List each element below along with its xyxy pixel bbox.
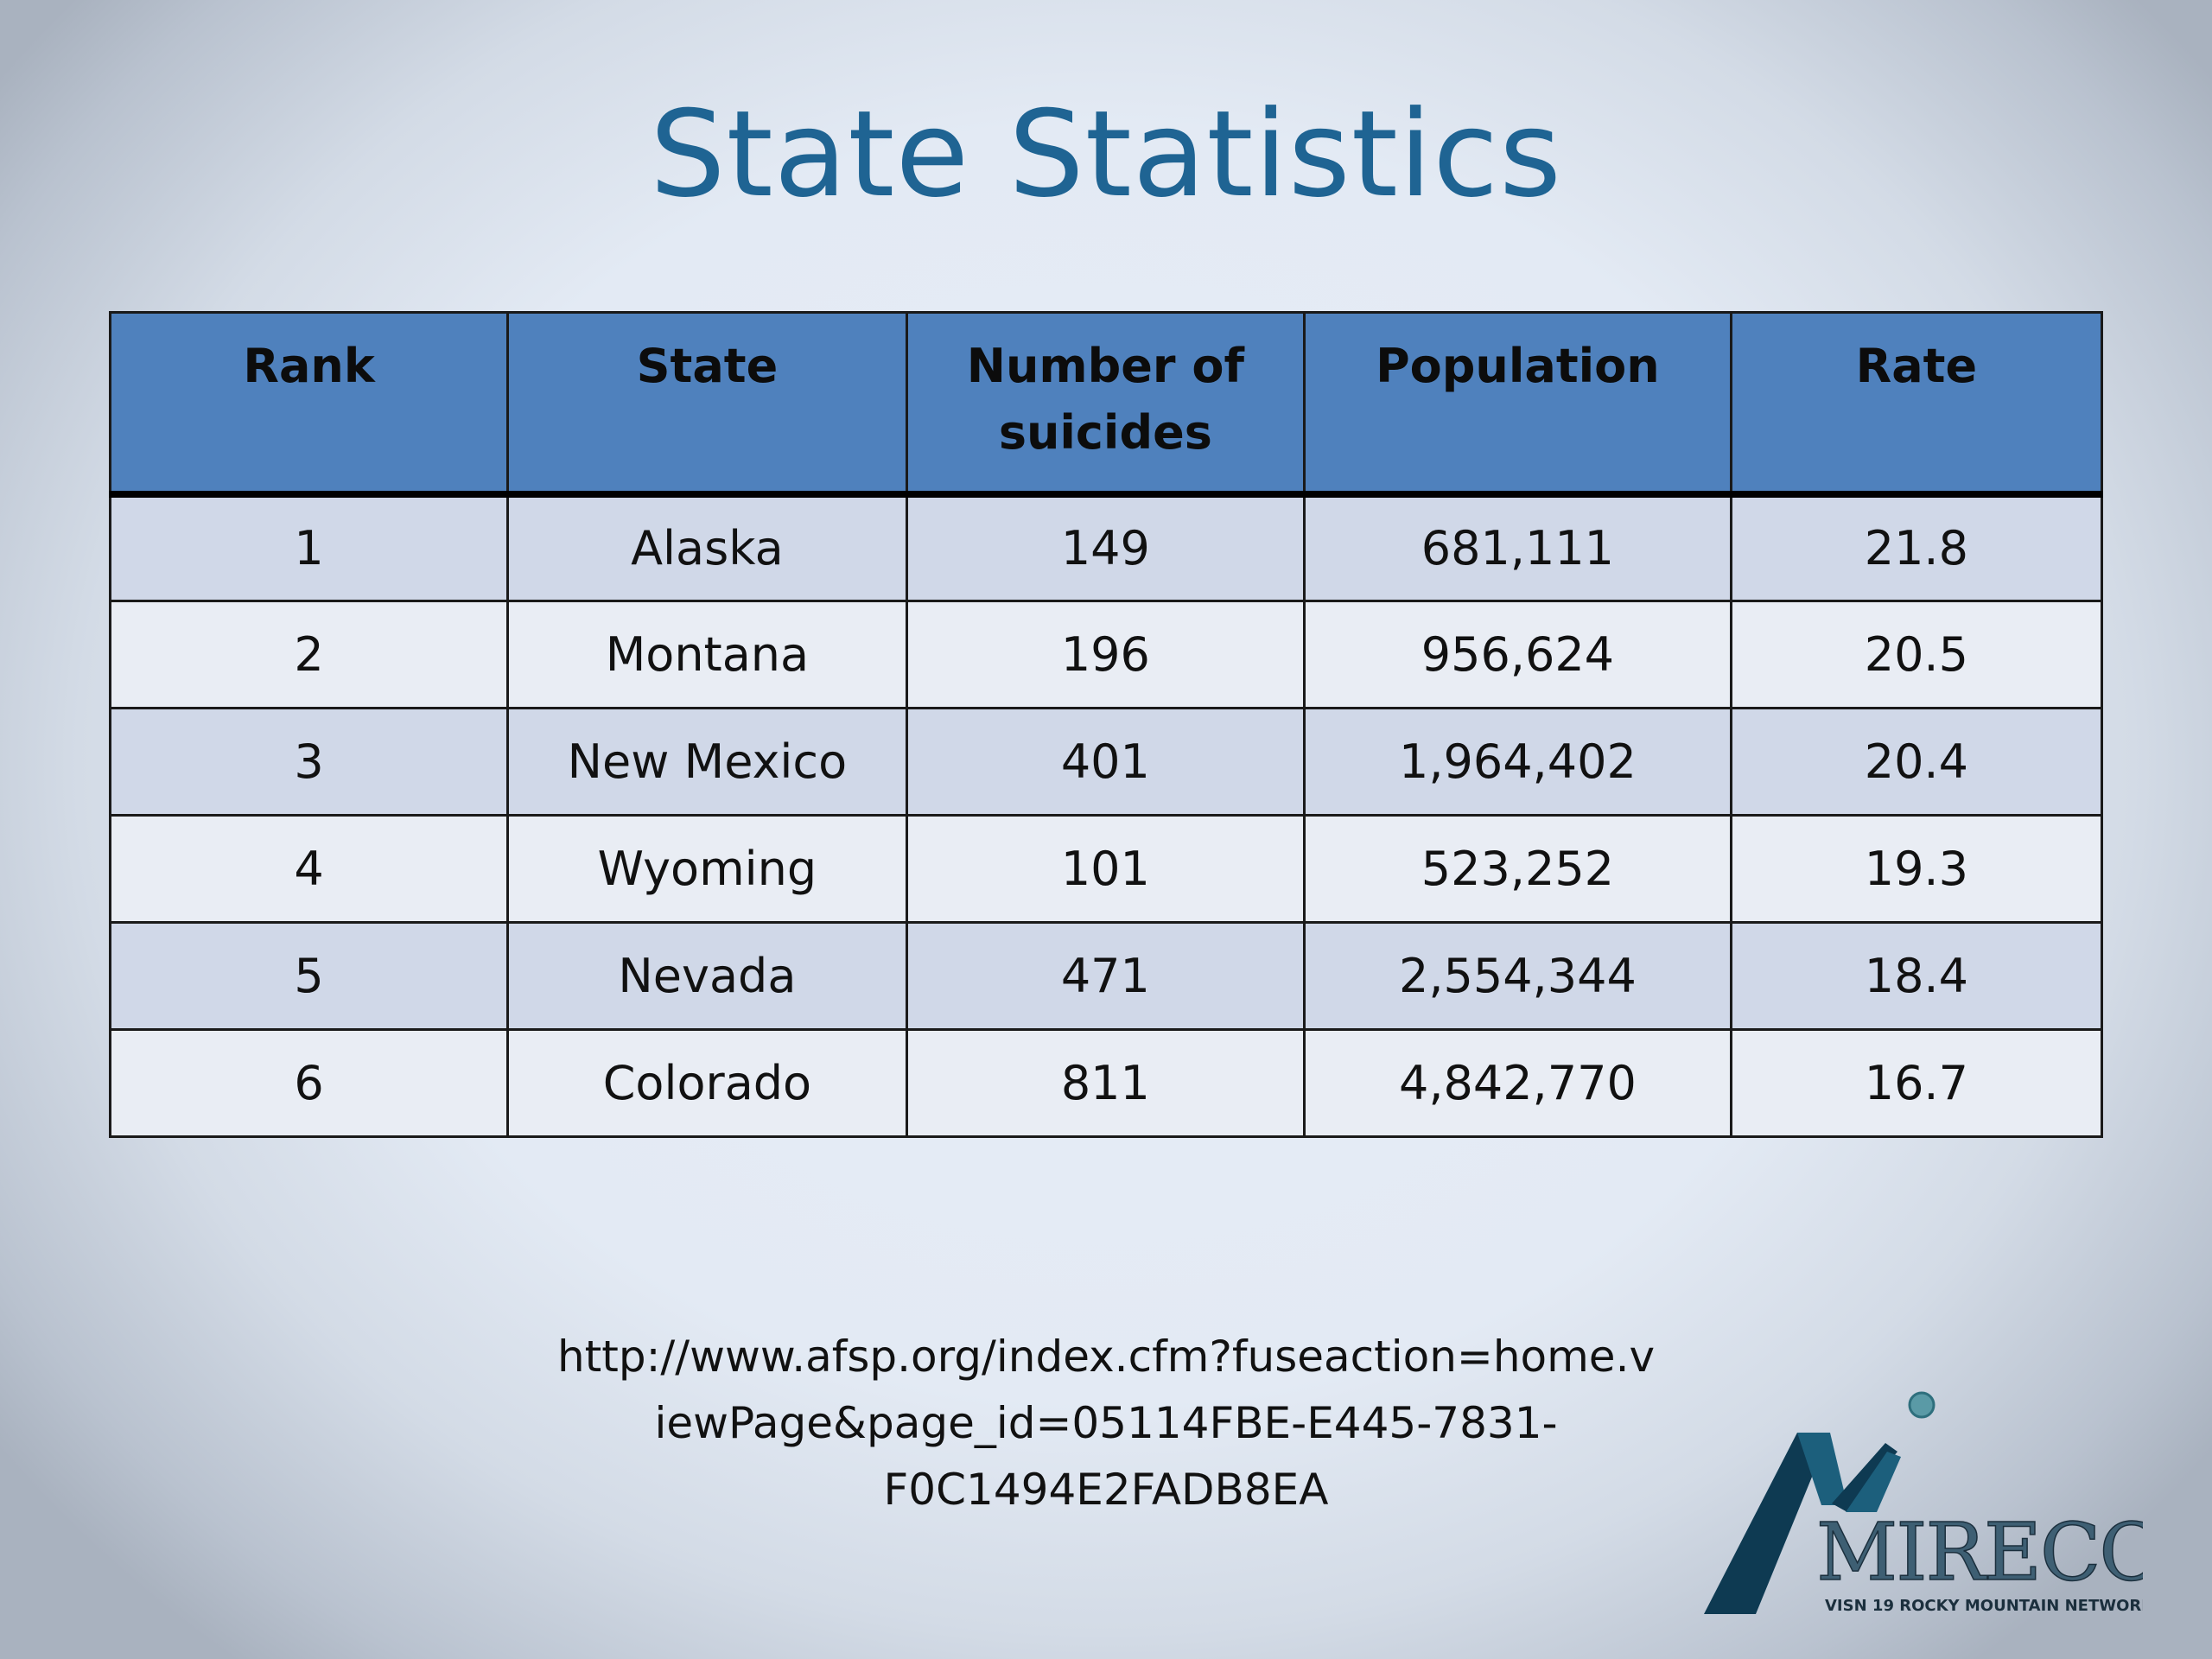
header-population: Population bbox=[1303, 311, 1732, 498]
cell-rank: 4 bbox=[108, 814, 510, 924]
mirecc-logo: MIRECC VISN 19 ROCKY MOUNTAIN NETWORK bbox=[1704, 1391, 2143, 1615]
state-statistics-table: Rank State Number of suicides Population… bbox=[108, 311, 2104, 1138]
header-rank: Rank bbox=[108, 311, 510, 498]
cell-state: New Mexico bbox=[506, 707, 908, 817]
table-header-row: Rank State Number of suicides Population… bbox=[108, 311, 2104, 498]
cell-state: Wyoming bbox=[506, 814, 908, 924]
header-rate: Rate bbox=[1729, 311, 2104, 498]
mountain-icon bbox=[1704, 1391, 1936, 1614]
table-row: 6 Colorado 811 4,842,770 16.7 bbox=[108, 1028, 2104, 1138]
logo-wordmark: MIRECC bbox=[1816, 1506, 2143, 1599]
cell-rank: 5 bbox=[108, 921, 510, 1031]
cell-rank: 6 bbox=[108, 1028, 510, 1138]
cell-rank: 3 bbox=[108, 707, 510, 817]
cell-rate: 16.7 bbox=[1729, 1028, 2104, 1138]
cell-population: 4,842,770 bbox=[1303, 1028, 1732, 1138]
cell-rate: 19.3 bbox=[1729, 814, 2104, 924]
table-row: 5 Nevada 471 2,554,344 18.4 bbox=[108, 921, 2104, 1031]
cell-suicides: 401 bbox=[905, 707, 1306, 817]
cell-suicides: 196 bbox=[905, 600, 1306, 709]
table-row: 1 Alaska 149 681,111 21.8 bbox=[108, 493, 2104, 602]
cell-rank: 2 bbox=[108, 600, 510, 709]
cell-rank: 1 bbox=[108, 493, 510, 602]
source-url-line: iewPage&page_id=05114FBE-E445-7831- bbox=[654, 1398, 1558, 1448]
cell-population: 1,964,402 bbox=[1303, 707, 1732, 817]
table-row: 2 Montana 196 956,624 20.5 bbox=[108, 600, 2104, 709]
cell-population: 523,252 bbox=[1303, 814, 1732, 924]
table-row: 3 New Mexico 401 1,964,402 20.4 bbox=[108, 707, 2104, 817]
cell-suicides: 149 bbox=[905, 493, 1306, 602]
slide-title: State Statistics bbox=[650, 85, 1562, 224]
cell-suicides: 471 bbox=[905, 921, 1306, 1031]
logo-dot bbox=[1908, 1391, 1936, 1419]
cell-state: Nevada bbox=[506, 921, 908, 1031]
source-url-line: F0C1494E2FADB8EA bbox=[883, 1465, 1329, 1515]
cell-rate: 21.8 bbox=[1729, 493, 2104, 602]
cell-state: Montana bbox=[506, 600, 908, 709]
cell-rate: 20.4 bbox=[1729, 707, 2104, 817]
header-state: State bbox=[506, 311, 908, 498]
logo-tagline: VISN 19 ROCKY MOUNTAIN NETWORK bbox=[1825, 1597, 2143, 1615]
header-number-of-suicides: Number of suicides bbox=[905, 311, 1306, 498]
cell-population: 956,624 bbox=[1303, 600, 1732, 709]
source-url: http://www.afsp.org/index.cfm?fuseaction… bbox=[415, 1324, 1797, 1523]
cell-state: Alaska bbox=[506, 493, 908, 602]
source-url-line: http://www.afsp.org/index.cfm?fuseaction… bbox=[556, 1332, 1656, 1382]
cell-rate: 20.5 bbox=[1729, 600, 2104, 709]
cell-rate: 18.4 bbox=[1729, 921, 2104, 1031]
cell-population: 2,554,344 bbox=[1303, 921, 1732, 1031]
cell-suicides: 811 bbox=[905, 1028, 1306, 1138]
table-row: 4 Wyoming 101 523,252 19.3 bbox=[108, 814, 2104, 924]
cell-population: 681,111 bbox=[1303, 493, 1732, 602]
cell-state: Colorado bbox=[506, 1028, 908, 1138]
cell-suicides: 101 bbox=[905, 814, 1306, 924]
